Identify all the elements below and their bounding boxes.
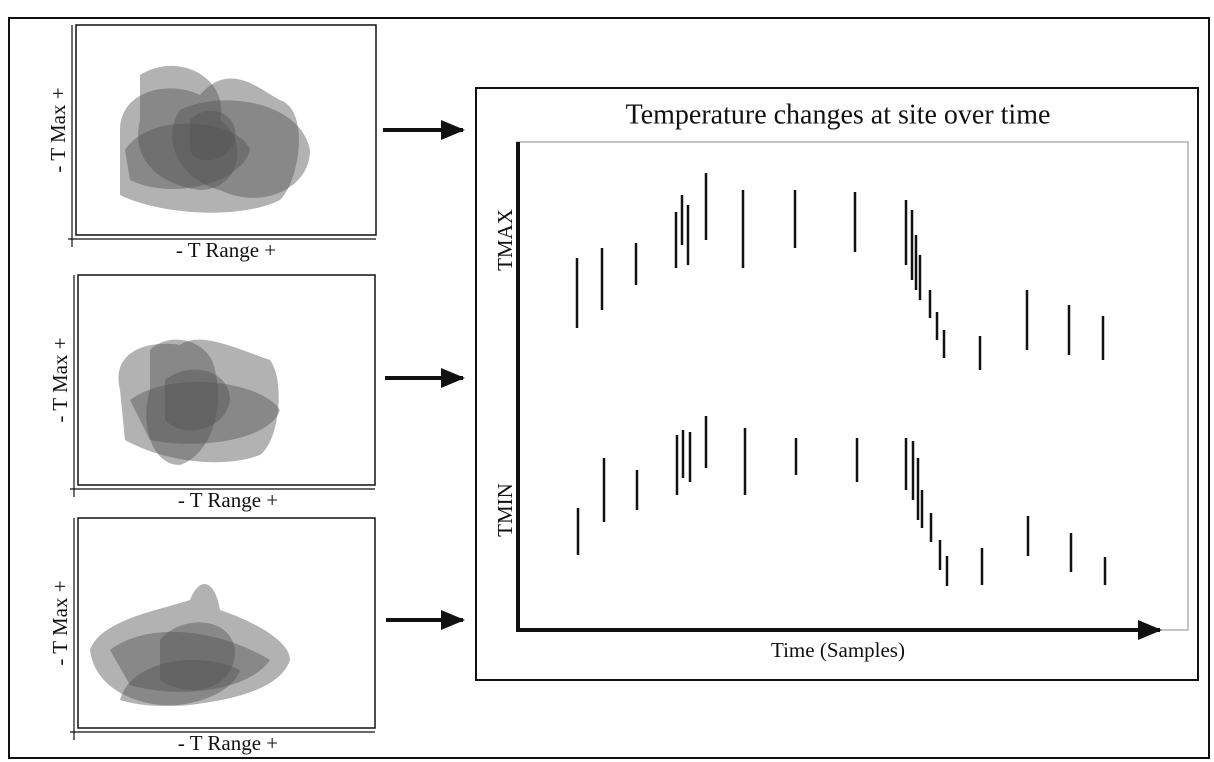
main-title: Temperature changes at site over time	[626, 99, 1051, 130]
panel-y-label: - T Max +	[46, 87, 70, 172]
panel-x-label: - T Range +	[178, 488, 278, 512]
figure: - T Max + - T Range + - T Max + - T Range +…	[0, 0, 1214, 762]
tmax-label: TMAX	[493, 209, 517, 271]
tmin-label: TMIN	[493, 483, 517, 537]
time-label: Time (Samples)	[771, 638, 905, 662]
panel-x-label: - T Range +	[178, 731, 278, 755]
panel-x-label: - T Range +	[176, 238, 276, 262]
panel-y-label: - T Max +	[48, 337, 72, 422]
panel-y-label: - T Max +	[48, 580, 72, 665]
